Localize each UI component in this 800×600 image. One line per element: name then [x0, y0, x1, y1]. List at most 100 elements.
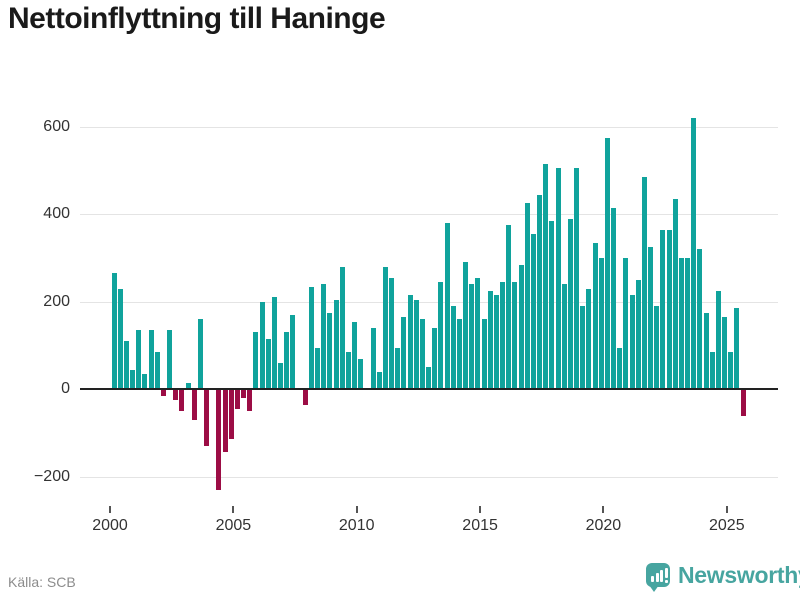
- bar-2025-q1: [728, 352, 734, 390]
- bar-2017-q1: [530, 234, 536, 390]
- bar-2018-q4: [574, 168, 580, 390]
- bar-2019-q3: [592, 242, 598, 390]
- bar-2013-q3: [444, 223, 450, 390]
- bar-2023-q3: [691, 118, 697, 390]
- bar-2019-q1: [580, 306, 586, 390]
- bar-2017-q3: [543, 164, 549, 390]
- bar-2021-q1: [629, 295, 635, 390]
- bar-2017-q2: [537, 194, 543, 390]
- gridline-400: [80, 214, 778, 216]
- bar-2001-q1: [136, 330, 142, 390]
- bar-2010-q3: [370, 328, 376, 390]
- bar-2011-q3: [395, 347, 401, 390]
- bar-2008-q4: [327, 312, 333, 390]
- bar-2005-q4: [253, 332, 259, 390]
- bar-2002-q3: [173, 389, 179, 401]
- y-axis-tick-label: 0: [61, 380, 70, 398]
- bar-2013-q4: [450, 306, 456, 390]
- x-axis-tick-mark: [725, 506, 728, 513]
- bar-2019-q2: [586, 288, 592, 390]
- newsworthy-wordmark[interactable]: Newsworthy: [678, 562, 800, 588]
- bar-2009-q1: [333, 299, 339, 390]
- bar-2013-q1: [432, 328, 438, 390]
- bar-2025-q3: [740, 389, 746, 417]
- bar-2004-q2: [216, 389, 222, 490]
- bar-2020-q4: [623, 258, 629, 390]
- bar-2020-q1: [604, 137, 610, 390]
- bar-2024-q2: [709, 352, 715, 390]
- bar-2020-q2: [611, 207, 617, 390]
- bar-2022-q1: [654, 306, 660, 390]
- bar-2007-q2: [290, 314, 296, 390]
- exclamation-icon: [664, 568, 668, 578]
- bar-2009-q4: [352, 321, 358, 390]
- bar-2017-q4: [549, 220, 555, 390]
- bar-2015-q4: [500, 282, 506, 390]
- bar-2019-q4: [598, 258, 604, 390]
- bar-2018-q2: [561, 284, 567, 390]
- bar-2001-q2: [142, 374, 148, 390]
- y-axis-tick-label: 200: [43, 292, 70, 310]
- x-axis-tick-label: 2025: [709, 517, 745, 534]
- bar-chart-icon: [660, 570, 663, 582]
- bar-2003-q3: [197, 319, 203, 390]
- bar-2025-q2: [734, 308, 740, 390]
- bar-2023-q4: [697, 249, 703, 390]
- bar-2005-q3: [247, 389, 253, 412]
- bar-2002-q1: [160, 389, 166, 396]
- bar-2021-q3: [641, 177, 647, 390]
- bar-2005-q1: [234, 389, 240, 409]
- bar-2014-q3: [469, 284, 475, 390]
- zero-baseline: [80, 388, 778, 391]
- bar-2015-q2: [487, 290, 493, 390]
- bar-2000-q4: [130, 369, 135, 390]
- bar-2002-q4: [179, 389, 185, 412]
- bar-2016-q4: [524, 203, 530, 390]
- bar-2016-q2: [512, 282, 518, 390]
- x-axis-tick-label: 2005: [215, 517, 252, 534]
- source-note: Källa: SCB: [8, 574, 76, 590]
- bar-chart-icon: [655, 573, 659, 582]
- bar-2016-q1: [506, 225, 512, 390]
- bar-2018-q1: [555, 168, 561, 390]
- bar-2013-q2: [438, 282, 444, 390]
- bar-chart-icon: [651, 576, 654, 582]
- bar-2010-q4: [376, 371, 382, 390]
- bar-2000-q1: [111, 273, 117, 390]
- bar-2022-q3: [666, 229, 672, 390]
- x-axis-tick-mark: [109, 506, 111, 513]
- bar-2002-q2: [167, 330, 172, 390]
- bar-2009-q3: [345, 352, 351, 390]
- y-axis-tick-label: −200: [33, 467, 70, 485]
- x-axis-tick-label: 2010: [338, 517, 375, 534]
- bar-2003-q1: [185, 382, 191, 390]
- bar-2012-q2: [413, 299, 419, 390]
- x-axis-tick-mark: [232, 506, 235, 513]
- bar-2004-q4: [228, 389, 234, 440]
- bar-2021-q4: [648, 247, 654, 390]
- x-axis-tick-mark: [602, 506, 605, 513]
- gridline-600: [80, 126, 778, 128]
- bar-2020-q3: [617, 347, 623, 390]
- gridline--200: [80, 476, 778, 478]
- x-axis-tick-label: 2020: [585, 517, 622, 534]
- bar-2015-q3: [493, 295, 499, 390]
- x-axis-tick-mark: [355, 506, 358, 513]
- bar-2011-q4: [401, 317, 407, 390]
- bar-2007-q4: [302, 389, 308, 405]
- bar-2008-q3: [321, 284, 327, 390]
- bar-2001-q3: [148, 330, 154, 390]
- bar-2000-q3: [123, 341, 129, 390]
- bar-2024-q1: [703, 312, 709, 390]
- bar-2018-q3: [567, 218, 573, 390]
- bar-2005-q2: [241, 389, 247, 399]
- bar-2023-q1: [678, 258, 684, 390]
- bar-2012-q3: [419, 319, 425, 390]
- newsworthy-logo[interactable]: [646, 563, 670, 592]
- bar-2022-q4: [672, 199, 678, 390]
- bar-2001-q4: [154, 352, 160, 390]
- bar-2022-q2: [660, 229, 666, 390]
- bar-2012-q4: [426, 367, 432, 390]
- bar-2008-q1: [308, 286, 314, 390]
